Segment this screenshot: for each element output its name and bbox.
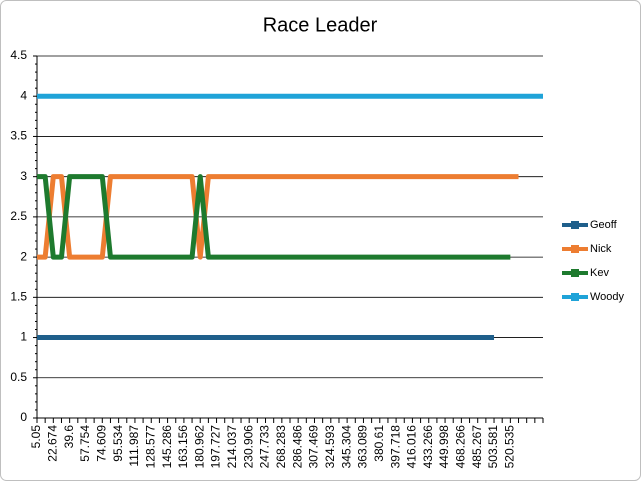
- series-line: [37, 174, 519, 260]
- x-tick-label: 520.535: [503, 425, 517, 469]
- x-tick-label: 503.581: [486, 425, 500, 469]
- x-tick-label: 128.577: [143, 425, 157, 469]
- series-line: [37, 174, 511, 260]
- x-tick-label: 324.593: [323, 425, 337, 469]
- legend-marker: [571, 293, 579, 301]
- x-tick-label: 95.534: [111, 425, 125, 462]
- x-tick-label: 57.754: [78, 425, 92, 462]
- x-tick-label: 433.266: [421, 425, 435, 469]
- legend-label: Kev: [590, 267, 609, 279]
- y-tick-label: 0: [20, 410, 27, 424]
- x-tick-label: 268.283: [274, 425, 288, 469]
- y-tick-label: 1.5: [10, 290, 27, 304]
- y-tick-label: 3: [20, 169, 27, 183]
- x-tick-label: 197.727: [209, 425, 223, 469]
- y-tick-label: 3.5: [10, 129, 27, 143]
- x-tick-label: 145.286: [160, 425, 174, 469]
- legend-marker: [571, 221, 579, 229]
- x-tick-label: 39.6: [62, 425, 76, 449]
- y-tick-label: 0.5: [10, 370, 27, 384]
- x-tick-label: 363.089: [356, 425, 370, 469]
- x-tick-label: 180.962: [192, 425, 206, 469]
- x-tick-label: 416.016: [405, 425, 419, 469]
- legend-marker: [571, 269, 579, 277]
- y-tick-label: 4: [20, 88, 27, 102]
- x-tick-label: 345.304: [339, 425, 353, 469]
- x-tick-label: 214.037: [225, 425, 239, 469]
- legend-label: Nick: [590, 243, 612, 255]
- x-tick-label: 468.266: [454, 425, 468, 469]
- x-tick-label: 397.718: [388, 425, 402, 469]
- y-tick-label: 2: [20, 249, 27, 263]
- y-tick-label: 1: [20, 330, 27, 344]
- chart-title: Race Leader: [263, 14, 378, 36]
- x-tick-label: 485.267: [470, 425, 484, 469]
- x-tick-label: 230.906: [241, 425, 255, 469]
- x-tick-label: 247.733: [258, 425, 272, 469]
- x-tick-label: 111.987: [127, 425, 141, 467]
- x-tick-label: 307.469: [307, 425, 321, 469]
- x-tick-label: 74.609: [94, 425, 108, 462]
- x-tick-label: 5.05: [29, 425, 43, 449]
- y-tick-label: 4.5: [10, 48, 27, 62]
- y-tick-label: 2.5: [10, 209, 27, 223]
- x-tick-label: 22.674: [45, 425, 59, 462]
- legend-label: Geoff: [590, 219, 618, 231]
- x-tick-label: 286.486: [290, 425, 304, 469]
- x-tick-label: 449.998: [437, 425, 451, 469]
- x-tick-label: 380.61: [372, 425, 386, 462]
- legend-label: Woody: [590, 291, 625, 303]
- legend-marker: [571, 245, 579, 253]
- x-tick-label: 163.156: [176, 425, 190, 469]
